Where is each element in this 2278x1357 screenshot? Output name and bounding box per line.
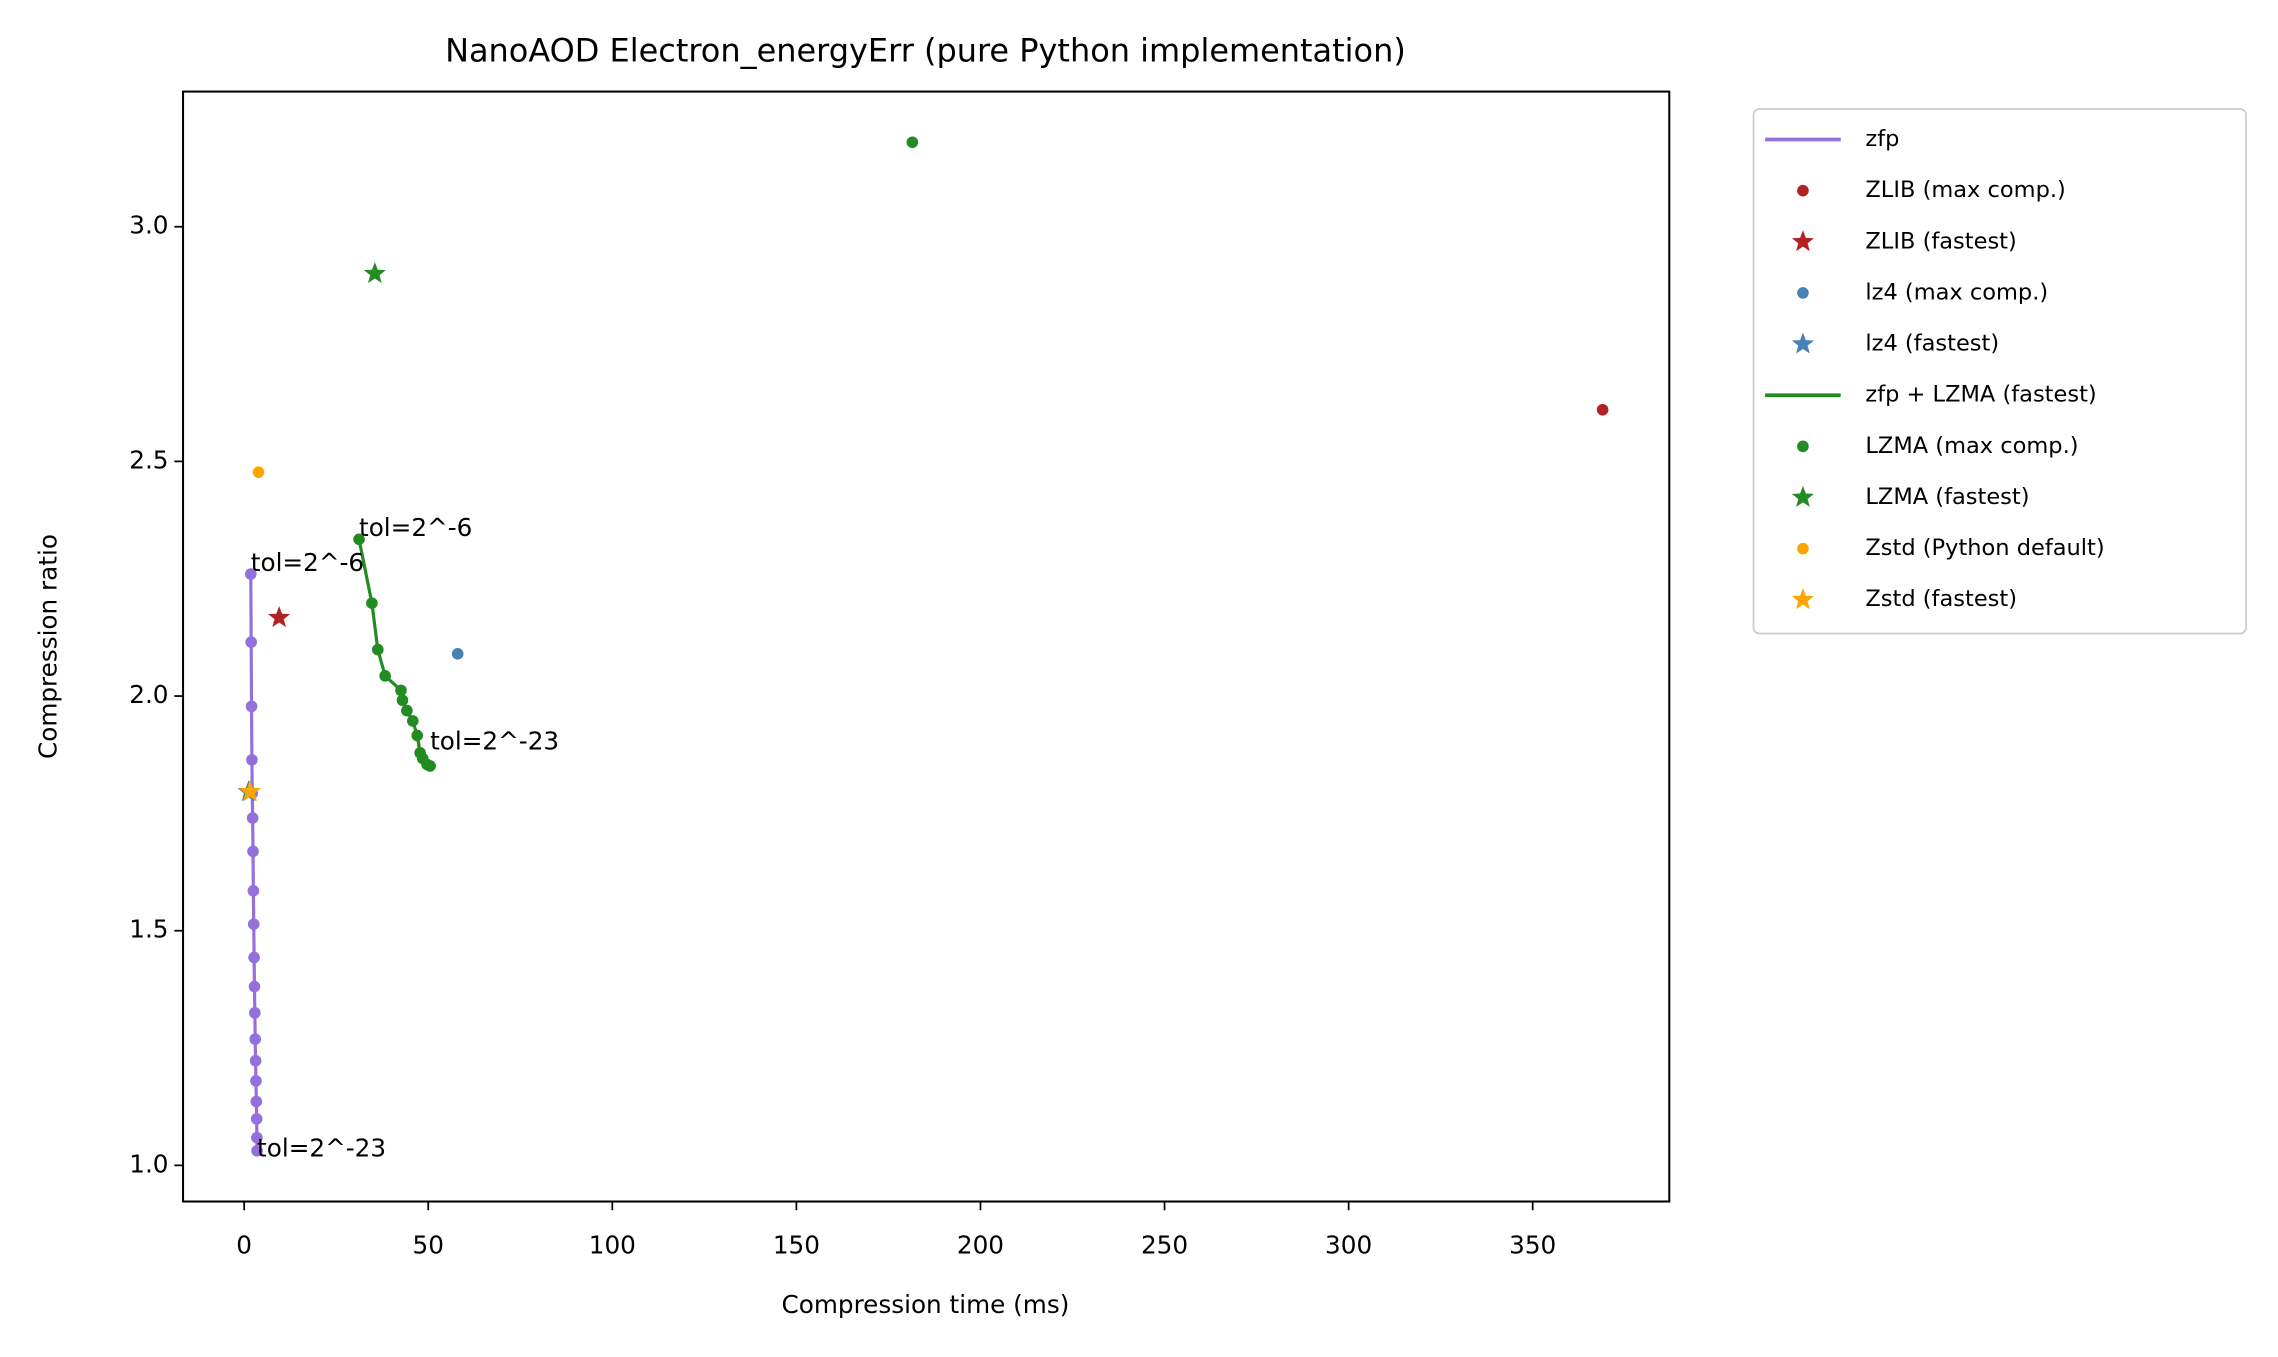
dot-marker bbox=[401, 704, 413, 717]
dot-marker bbox=[247, 845, 259, 858]
dot-marker bbox=[396, 694, 409, 707]
dot-marker bbox=[249, 1033, 262, 1045]
dot-marker bbox=[245, 700, 258, 713]
chart-title: NanoAOD Electron_energyErr (pure Python … bbox=[445, 31, 1406, 69]
star-marker bbox=[239, 780, 262, 802]
dot-marker bbox=[250, 1113, 263, 1125]
dot-marker bbox=[249, 1007, 261, 1019]
dot-marker bbox=[250, 1095, 263, 1108]
dot-marker bbox=[371, 643, 384, 656]
dot-marker bbox=[1797, 287, 1809, 299]
legend-frame bbox=[1752, 108, 2247, 635]
x-tick-label: 150 bbox=[773, 1231, 820, 1260]
x-tick-label: 100 bbox=[589, 1231, 636, 1260]
annotation: tol=2^-23 bbox=[257, 1133, 386, 1162]
x-tick-label: 0 bbox=[236, 1231, 252, 1260]
legend-label: lz4 (max comp.) bbox=[1865, 279, 2048, 305]
dot-marker bbox=[251, 1145, 263, 1157]
x-tick-label: 350 bbox=[1509, 1231, 1556, 1260]
x-tick-label: 50 bbox=[413, 1231, 444, 1260]
dot-marker bbox=[248, 980, 261, 993]
legend-label: lz4 (fastest) bbox=[1865, 331, 1999, 357]
y-axis-label: Compression ratio bbox=[33, 534, 62, 759]
dot-marker bbox=[906, 136, 919, 149]
legend-label: zfp bbox=[1865, 126, 1899, 152]
legend-label: LZMA (max comp.) bbox=[1865, 433, 2078, 459]
star-marker bbox=[268, 606, 291, 628]
dot-marker bbox=[246, 812, 259, 824]
dot-marker bbox=[353, 533, 365, 546]
star-marker bbox=[1791, 588, 1814, 610]
dot-marker bbox=[406, 715, 419, 727]
dot-marker bbox=[424, 760, 436, 772]
legend-label: ZLIB (max comp.) bbox=[1865, 177, 2065, 203]
dot-marker bbox=[247, 885, 260, 897]
legend-label: ZLIB (fastest) bbox=[1865, 228, 2016, 254]
dot-marker bbox=[366, 597, 378, 609]
y-tick-label: 2.0 bbox=[129, 680, 168, 709]
legend: zfp ZLIB (max comp.) ZLIB (fastest) lz4 (ma… bbox=[1752, 108, 2247, 635]
legend-label: zfp + LZMA (fastest) bbox=[1865, 382, 2096, 408]
dot-marker bbox=[451, 648, 464, 660]
legend-label: Zstd (fastest) bbox=[1865, 586, 2017, 612]
dot-marker bbox=[249, 1054, 262, 1067]
legend-label: Zstd (Python default) bbox=[1865, 535, 2104, 561]
dot-marker bbox=[244, 568, 257, 580]
x-axis-label: Compression time (ms) bbox=[782, 1290, 1070, 1319]
legend-label: LZMA (fastest) bbox=[1865, 484, 2029, 510]
dot-marker bbox=[395, 684, 407, 697]
annotation: tol=2^-6 bbox=[359, 513, 472, 542]
annotation: tol=2^-6 bbox=[251, 548, 364, 577]
x-tick-label: 250 bbox=[1141, 1231, 1188, 1260]
dot-marker bbox=[245, 636, 257, 648]
y-tick-label: 1.5 bbox=[129, 915, 168, 944]
x-tick-label: 200 bbox=[957, 1231, 1004, 1260]
annotation: tol=2^-23 bbox=[430, 727, 559, 756]
dot-marker bbox=[379, 670, 391, 682]
y-tick-label: 1.0 bbox=[129, 1149, 168, 1178]
dot-marker bbox=[250, 1075, 262, 1087]
y-tick-label: 2.5 bbox=[129, 445, 168, 474]
dot-marker bbox=[411, 729, 424, 742]
dot-marker bbox=[248, 951, 260, 964]
dot-marker bbox=[251, 1131, 263, 1144]
dot-marker bbox=[1596, 403, 1609, 416]
y-tick-label: 3.0 bbox=[129, 211, 168, 240]
dot-marker bbox=[246, 754, 258, 766]
x-tick-label: 300 bbox=[1325, 1231, 1372, 1260]
dot-marker bbox=[247, 918, 260, 930]
dot-marker bbox=[1797, 440, 1809, 453]
star-marker bbox=[1791, 332, 1814, 354]
dot-marker bbox=[1797, 184, 1809, 197]
plot-frame bbox=[182, 90, 1671, 1203]
dot-marker bbox=[252, 466, 265, 478]
dot-marker bbox=[1797, 542, 1809, 555]
star-marker bbox=[1791, 230, 1814, 252]
star-marker bbox=[363, 262, 386, 284]
star-marker bbox=[1791, 485, 1814, 507]
